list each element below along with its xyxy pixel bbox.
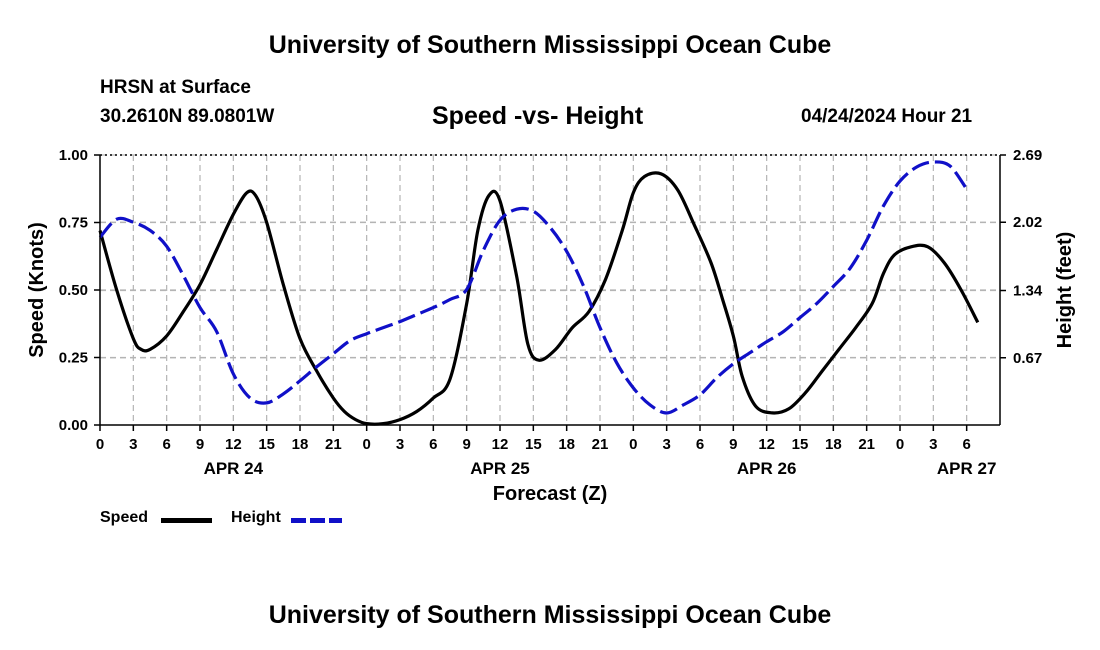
y-tick-label: 0.25 xyxy=(59,350,88,367)
y-tick-label: 0.00 xyxy=(59,417,88,434)
station-label: HRSN at Surface xyxy=(100,77,251,98)
x-tick-label: 3 xyxy=(929,436,937,453)
y2-tick-label: 0.67 xyxy=(1013,350,1042,367)
y2-tick-label: 2.02 xyxy=(1013,214,1042,231)
y-tick-label: 1.00 xyxy=(59,147,88,164)
y-tick-label: 0.75 xyxy=(59,215,88,232)
date-label: APR 24 xyxy=(204,459,264,478)
y2-tick-label: 2.69 xyxy=(1013,147,1042,164)
x-tick-label: 6 xyxy=(962,436,970,453)
x-tick-label: 21 xyxy=(325,436,342,453)
x-tick-label: 21 xyxy=(858,436,875,453)
x-tick-label: 9 xyxy=(462,436,470,453)
speed-height-chart: 0 3 6 9 12 15 18 21 0 3 6 9 12 15 18 21 0 3 6 9 12 15 18 21 0 3 6 0… xyxy=(26,147,1076,505)
x-tick-label: 3 xyxy=(662,436,670,453)
x-tick-label: 0 xyxy=(96,436,104,453)
legend-speed-label: Speed xyxy=(100,509,149,526)
x-tick-label: 3 xyxy=(396,436,404,453)
x-tick-label: 6 xyxy=(696,436,704,453)
x-tick-label: 12 xyxy=(492,436,509,453)
speed-series-line xyxy=(98,171,980,426)
legend-height-swatch xyxy=(291,518,342,523)
x-tick-label: 18 xyxy=(292,436,309,453)
x-tick-label: 15 xyxy=(258,436,275,453)
y2-axis-label: Height (feet) xyxy=(1054,232,1076,349)
x-tick-label: 0 xyxy=(896,436,904,453)
station-coordinates: 30.2610N 89.0801W xyxy=(100,106,275,127)
height-series-line xyxy=(98,160,969,415)
chart-series xyxy=(98,160,980,426)
x-tick-label: 6 xyxy=(429,436,437,453)
legend-speed-swatch xyxy=(161,518,212,523)
x-tick-label: 3 xyxy=(129,436,137,453)
x-tick-label: 6 xyxy=(162,436,170,453)
date-label: APR 26 xyxy=(737,459,797,478)
x-tick-label: 21 xyxy=(592,436,609,453)
x-tick-label: 18 xyxy=(558,436,575,453)
x-axis-label: Forecast (Z) xyxy=(493,483,607,505)
x-tick-label: 9 xyxy=(196,436,204,453)
chart-frame xyxy=(99,154,1001,426)
page-title: University of Southern Mississippi Ocean… xyxy=(268,31,832,59)
x-tick-label: 0 xyxy=(629,436,637,453)
x-tick-label: 12 xyxy=(225,436,242,453)
x-tick-label: 9 xyxy=(729,436,737,453)
x-tick-label: 18 xyxy=(825,436,842,453)
chart-grid xyxy=(100,154,1000,425)
legend-height-label: Height xyxy=(231,509,281,526)
y2-tick-label: 1.34 xyxy=(1013,283,1043,300)
date-label: APR 25 xyxy=(470,459,530,478)
footer-title: University of Southern Mississippi Ocean… xyxy=(268,601,832,629)
chart-axes: 0 3 6 9 12 15 18 21 0 3 6 9 12 15 18 21 0 3 6 9 12 15 18 21 0 3 6 0… xyxy=(59,147,1043,478)
x-tick-label: 12 xyxy=(758,436,775,453)
x-tick-label: 15 xyxy=(792,436,809,453)
chart-title: Speed -vs- Height xyxy=(432,102,644,130)
x-tick-label: 15 xyxy=(525,436,542,453)
forecast-datetime: 04/24/2024 Hour 21 xyxy=(801,106,973,127)
y-tick-label: 0.50 xyxy=(59,282,88,299)
x-tick-label: 0 xyxy=(362,436,370,453)
date-label: APR 27 xyxy=(937,459,997,478)
y-axis-label: Speed (Knots) xyxy=(26,222,48,358)
